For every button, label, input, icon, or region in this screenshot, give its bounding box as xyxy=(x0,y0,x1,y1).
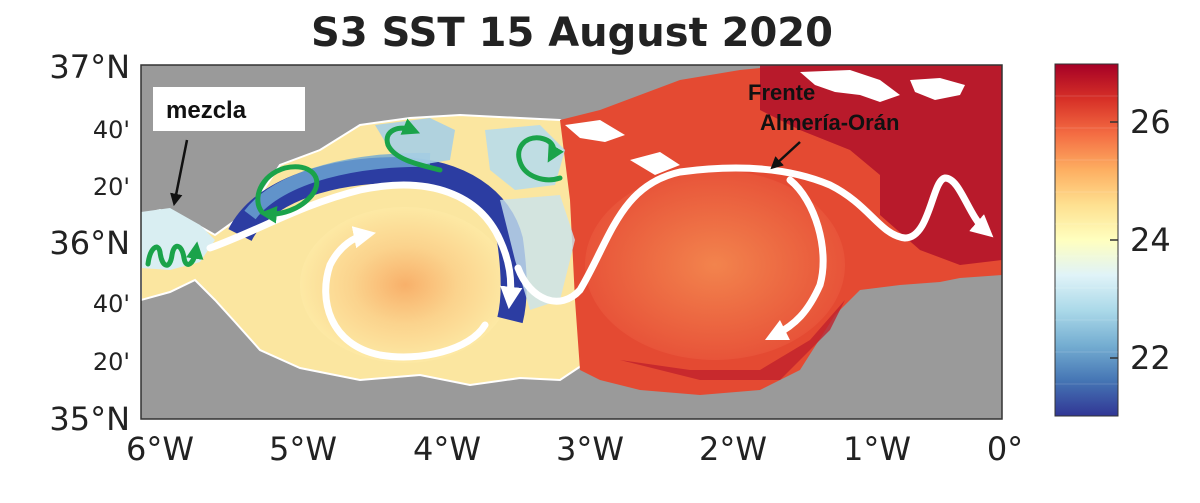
colorbar-tick: 26 xyxy=(1130,103,1171,141)
colorbar-tick: 24 xyxy=(1130,221,1171,259)
lon-label: 4°W xyxy=(413,430,481,468)
sea-warm-south xyxy=(620,300,845,380)
mezcla-label-box xyxy=(153,87,305,131)
map-panel xyxy=(141,65,1002,419)
cold-patch-3 xyxy=(500,195,575,310)
lat-label-40a: 40' xyxy=(93,116,130,144)
sea-warm-core xyxy=(760,65,1002,265)
lon-label: 5°W xyxy=(269,430,337,468)
meander-arrow xyxy=(514,164,994,305)
colorbar-gradient xyxy=(1054,63,1119,417)
lat-label-20a: 20' xyxy=(93,173,130,201)
lon-label: 1°W xyxy=(843,430,911,468)
lon-label: 3°W xyxy=(556,430,624,468)
cloud-patch-3 xyxy=(565,120,625,142)
cloud-patch-2 xyxy=(910,78,965,100)
lon-axis: 6°W 5°W 4°W 3°W 2°W 1°W 0° xyxy=(126,430,1023,468)
east-eddy xyxy=(585,170,845,360)
lat-label-20b: 20' xyxy=(93,348,130,376)
west-warm-eddy xyxy=(300,207,510,363)
lon-label: 2°W xyxy=(699,430,767,468)
frente-pointer xyxy=(770,141,801,170)
east-gyre-arrow xyxy=(764,176,827,341)
strait-wave-arrow xyxy=(145,241,204,268)
map-title: S3 SST 15 August 2020 xyxy=(311,10,833,56)
colorbar-bands xyxy=(1055,95,1118,385)
cloud-patch-4 xyxy=(630,152,680,175)
colorbar-tick: 22 xyxy=(1130,339,1171,377)
eddy-arrows xyxy=(145,118,564,268)
lat-axis: 37°N 40' 20' 36°N 40' 20' 35°N xyxy=(49,48,130,438)
lat-label-40b: 40' xyxy=(93,290,130,318)
west-gyre-arrow xyxy=(322,226,489,361)
lon-label: 0° xyxy=(987,430,1023,468)
map-frame xyxy=(140,64,1003,420)
cloud-patch-1 xyxy=(800,70,900,102)
frente-label-line2: Almería-Orán xyxy=(760,110,899,135)
eddy-arrow-2 xyxy=(384,118,443,173)
lon-label: 6°W xyxy=(126,430,194,468)
mezcla-label: mezcla xyxy=(166,97,247,124)
eddy-arrow-3 xyxy=(516,135,564,183)
lat-label-37N: 37°N xyxy=(49,48,130,86)
colorbar: 26 24 22 xyxy=(1054,63,1171,417)
lat-label-36N: 36°N xyxy=(49,224,130,262)
mezcla-pointer xyxy=(170,139,189,207)
lat-label-35N: 35°N xyxy=(49,400,130,438)
frente-label-line1: Frente xyxy=(748,80,815,105)
eddy-arrow-1 xyxy=(255,164,320,224)
